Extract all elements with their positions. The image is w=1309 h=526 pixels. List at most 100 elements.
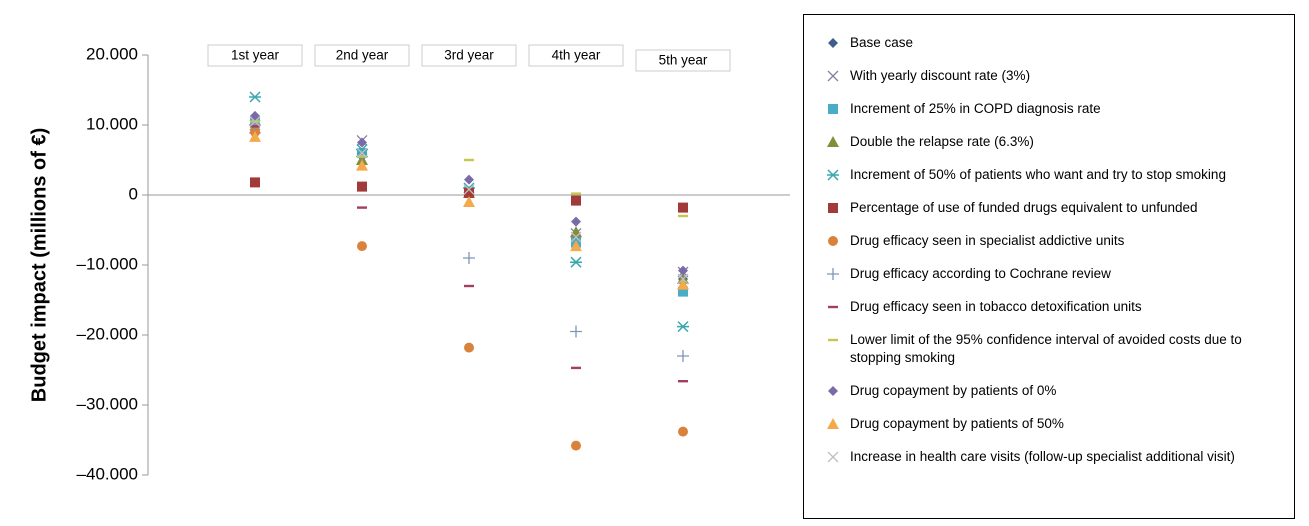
- category-box: [421, 44, 517, 67]
- chart: Budget impact (millions of €) 20.000 10.0…: [28, 44, 790, 483]
- point: [250, 125, 260, 128]
- point: [357, 181, 367, 192]
- category-label: 2nd year: [336, 48, 389, 63]
- legend-marker: [828, 236, 838, 246]
- legend-entry: Increment of 25% in COPD diagnosis rate: [824, 93, 1286, 126]
- point: [571, 366, 581, 370]
- legend-swatch: [828, 236, 838, 246]
- legend-entry: Drug copayment by patients of 50%: [824, 408, 1286, 441]
- point: [249, 116, 261, 127]
- legend-marker: [828, 104, 838, 114]
- point: [250, 177, 260, 188]
- legend-swatch: [828, 305, 838, 309]
- legend-swatch: [828, 338, 838, 342]
- y-tick-label: 10.000: [86, 114, 138, 133]
- legend-label: Drug efficacy according to Cochrane revi…: [850, 266, 1111, 281]
- point: [678, 214, 688, 218]
- legend-label: Percentage of use of funded drugs equiva…: [850, 200, 1198, 215]
- legend-marker: [828, 203, 838, 213]
- category-box: [207, 44, 303, 67]
- point: [571, 216, 581, 227]
- point: [464, 158, 474, 162]
- point: [463, 252, 475, 264]
- legend-entry: With yearly discount rate (3%): [824, 60, 1286, 93]
- legend-marker: [827, 169, 839, 181]
- legend-marker: [828, 305, 838, 309]
- y-axis-label: Budget impact (millions of €): [28, 128, 50, 402]
- legend-marker: [827, 136, 839, 147]
- category-label: 4th year: [552, 48, 601, 63]
- point: [677, 350, 689, 362]
- legend-entry: Drug efficacy seen in specialist addicti…: [824, 225, 1286, 258]
- y-tick-label: –10.000: [77, 254, 138, 273]
- legend-marker: [827, 268, 839, 280]
- point: [570, 240, 582, 252]
- point: [249, 91, 261, 103]
- legend-marker: [827, 70, 839, 82]
- y-tick-label: 20.000: [86, 44, 138, 63]
- point: [357, 241, 367, 252]
- point: [357, 155, 367, 158]
- point: [464, 342, 474, 353]
- point: [678, 426, 688, 437]
- legend-marker: [828, 338, 838, 342]
- legend-label: Drug efficacy seen in specialist addicti…: [850, 233, 1125, 248]
- point: [678, 380, 688, 383]
- point: [356, 147, 368, 159]
- y-tick-label: –30.000: [77, 394, 138, 413]
- point: [677, 278, 689, 290]
- category-label: 3rd year: [444, 48, 494, 63]
- point: [463, 183, 475, 195]
- legend-entry: Drug efficacy according to Cochrane revi…: [824, 258, 1286, 291]
- legend-marker: [828, 386, 838, 396]
- category-box: [528, 44, 624, 67]
- point: [463, 196, 475, 207]
- point: [570, 256, 582, 268]
- legend-swatch: [827, 136, 839, 147]
- legend-marker: [827, 418, 839, 429]
- legend-label: Drug copayment by patients of 0%: [850, 383, 1057, 398]
- legend-label: Base case: [850, 35, 914, 50]
- category-box: [314, 44, 410, 67]
- legend-marker: [827, 451, 839, 463]
- point: [571, 192, 581, 195]
- point: [570, 325, 582, 338]
- legend-swatch: [827, 70, 839, 82]
- legend-swatch: [828, 104, 838, 114]
- point: [464, 187, 474, 198]
- legend-label: Increase in health care visits (follow-u…: [850, 449, 1235, 464]
- legend-entry: Drug efficacy seen in tobacco detoxifica…: [824, 291, 1286, 324]
- point: [356, 159, 368, 171]
- y-tick-label: 0: [129, 184, 138, 203]
- legend-swatch: [828, 203, 838, 213]
- legend-swatch: [828, 386, 838, 396]
- legend-entry: Lower limit of the 95% confidence interv…: [824, 324, 1286, 375]
- point: [570, 231, 582, 243]
- category-label: 5th year: [659, 53, 708, 68]
- point: [571, 440, 581, 451]
- point: [357, 206, 367, 209]
- point: [678, 202, 688, 213]
- legend-swatch: [828, 38, 838, 48]
- legend-swatch: [827, 451, 839, 463]
- legend-label: Increment of 50% of patients who want an…: [850, 167, 1226, 182]
- legend-label: Increment of 25% in COPD diagnosis rate: [850, 101, 1101, 116]
- legend-entry: Percentage of use of funded drugs equiva…: [824, 192, 1286, 225]
- legend-entry: Increment of 50% of patients who want an…: [824, 159, 1286, 192]
- legend: Base case With yearly discount rate (3%) I…: [803, 14, 1295, 519]
- point: [464, 284, 474, 288]
- legend-label: Lower limit of the 95% confidence interv…: [850, 332, 1242, 365]
- legend-swatch: [827, 418, 839, 429]
- legend-swatch: [827, 169, 839, 181]
- point: [677, 321, 689, 333]
- legend-label: Drug copayment by patients of 50%: [850, 416, 1064, 431]
- legend-entry: Double the relapse rate (6.3%): [824, 126, 1286, 159]
- category-box: [635, 49, 731, 72]
- legend-label: Double the relapse rate (6.3%): [850, 134, 1034, 149]
- point: [357, 137, 367, 148]
- y-tick-label: –40.000: [77, 464, 138, 483]
- point: [464, 174, 474, 185]
- legend-entry: Drug copayment by patients of 0%: [824, 375, 1286, 408]
- legend-label: With yearly discount rate (3%): [850, 68, 1031, 83]
